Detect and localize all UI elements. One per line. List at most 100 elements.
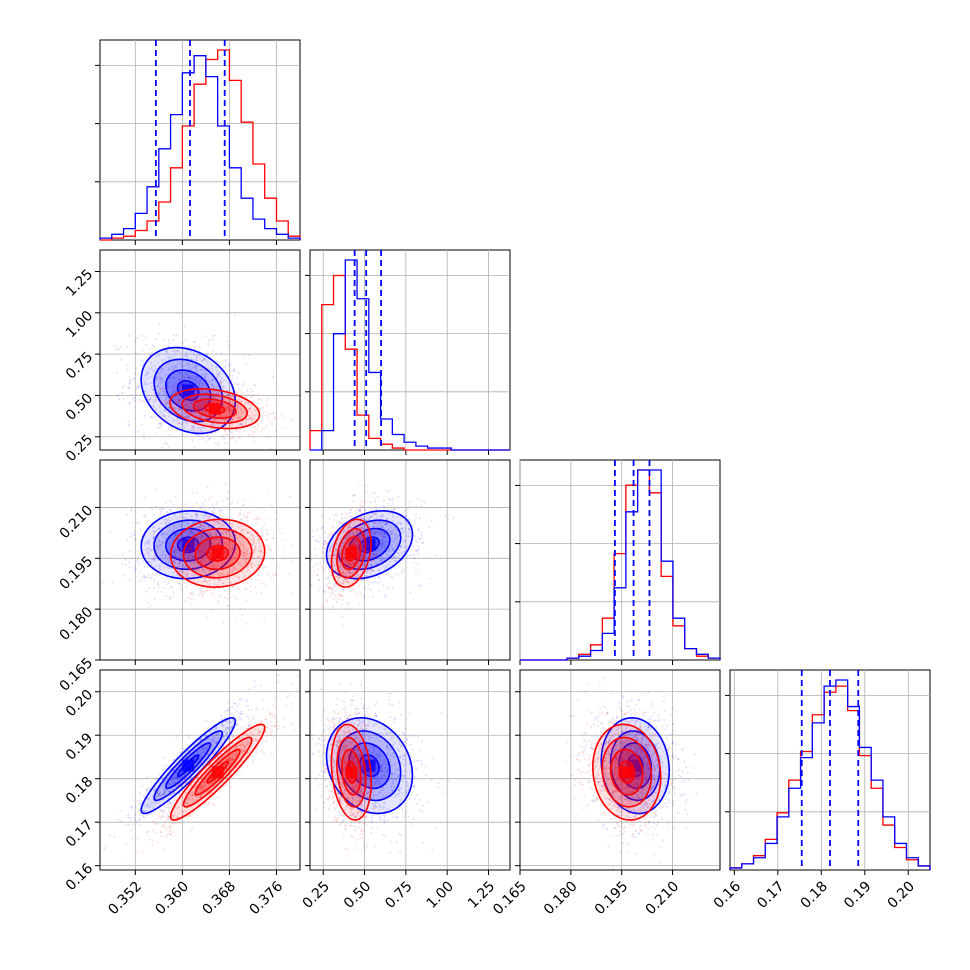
scatter-point <box>270 423 273 426</box>
scatter-point <box>163 393 166 396</box>
scatter-point <box>187 596 190 599</box>
scatter-point <box>231 432 234 435</box>
scatter-point <box>133 534 136 537</box>
scatter-point <box>175 398 178 401</box>
scatter-point <box>199 537 202 540</box>
scatter-point <box>191 425 194 428</box>
scatter-point <box>175 573 178 576</box>
scatter-point <box>232 411 235 414</box>
scatter-point <box>225 418 227 421</box>
scatter-point <box>197 405 200 408</box>
scatter-point <box>238 587 241 590</box>
scatter-point <box>211 338 214 341</box>
scatter-point <box>185 371 187 374</box>
scatter-point <box>246 389 249 392</box>
scatter-point <box>178 409 180 412</box>
scatter-point <box>397 507 400 510</box>
scatter-point <box>134 533 136 536</box>
scatter-point <box>185 379 188 382</box>
scatter-point <box>173 527 176 530</box>
scatter-point <box>413 519 416 522</box>
scatter-point <box>205 391 208 394</box>
scatter-point <box>111 581 114 584</box>
scatter-point <box>153 598 156 601</box>
scatter-point <box>184 512 187 515</box>
scatter-point <box>175 402 178 405</box>
scatter-point <box>254 409 257 412</box>
scatter-point <box>207 395 210 398</box>
scatter-point <box>167 338 170 341</box>
scatter-point <box>208 380 211 383</box>
scatter-point <box>178 531 181 534</box>
scatter-point <box>185 374 188 376</box>
scatter-point <box>138 385 141 388</box>
scatter-point <box>180 363 183 366</box>
scatter-point <box>217 602 220 605</box>
scatter-point <box>164 523 167 526</box>
scatter-point <box>204 358 206 361</box>
scatter-point <box>165 397 168 400</box>
scatter-point <box>220 381 223 384</box>
scatter-point <box>393 508 396 511</box>
scatter-point <box>147 565 150 568</box>
scatter-point <box>235 548 238 551</box>
scatter-point <box>202 405 204 407</box>
scatter-point <box>133 399 136 402</box>
scatter-point <box>241 614 244 617</box>
scatter-point <box>200 355 203 357</box>
scatter-point <box>194 358 197 361</box>
scatter-point <box>179 542 182 545</box>
scatter-point <box>239 423 242 426</box>
scatter-point <box>177 551 180 554</box>
scatter-point <box>234 389 237 392</box>
scatter-point <box>393 567 396 569</box>
scatter-point <box>172 376 175 379</box>
scatter-point <box>149 347 152 350</box>
scatter-point <box>224 429 227 432</box>
scatter-point <box>217 376 220 379</box>
scatter-point <box>217 392 219 395</box>
scatter-point <box>196 543 199 546</box>
scatter-point <box>253 414 256 417</box>
scatter-point <box>218 379 221 382</box>
scatter-point <box>154 407 157 410</box>
scatter-point <box>219 538 221 541</box>
scatter-point <box>163 415 166 418</box>
scatter-point <box>180 374 183 377</box>
scatter-point <box>201 410 204 413</box>
scatter-point <box>193 556 196 559</box>
scatter-point <box>387 587 390 590</box>
scatter-point <box>418 517 421 520</box>
scatter-point <box>275 430 278 433</box>
scatter-point <box>366 490 369 493</box>
scatter-point <box>198 386 200 389</box>
scatter-point <box>203 410 206 412</box>
scatter-point <box>155 572 158 575</box>
scatter-point <box>185 355 188 358</box>
scatter-point <box>146 377 149 380</box>
scatter-point <box>141 423 144 426</box>
scatter-point <box>406 508 409 511</box>
scatter-point <box>232 417 235 420</box>
scatter-point <box>229 407 231 410</box>
scatter-point <box>168 546 170 549</box>
scatter-point <box>236 391 239 394</box>
scatter-point <box>142 378 145 381</box>
scatter-point <box>190 357 193 360</box>
scatter-point <box>174 534 177 536</box>
scatter-point <box>261 426 264 429</box>
scatter-point <box>193 399 196 402</box>
scatter-point <box>203 517 205 519</box>
scatter-point <box>191 385 194 388</box>
scatter-point <box>417 562 420 565</box>
scatter-point <box>199 591 202 594</box>
scatter-point <box>192 419 194 422</box>
scatter-point <box>160 359 163 362</box>
scatter-point <box>174 407 177 410</box>
scatter-point <box>173 384 176 387</box>
scatter-point <box>207 437 210 440</box>
scatter-point <box>232 370 235 373</box>
scatter-point <box>144 576 147 579</box>
scatter-point <box>186 423 189 426</box>
scatter-point <box>160 562 163 565</box>
